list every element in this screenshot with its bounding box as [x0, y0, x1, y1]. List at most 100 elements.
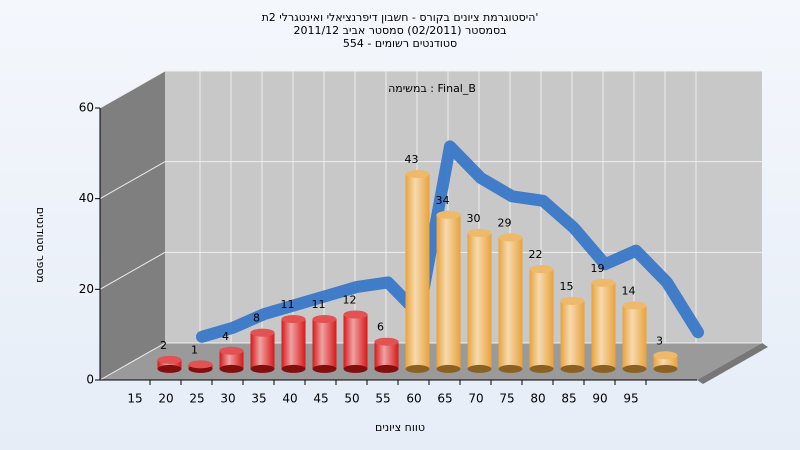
value-label: 29 — [498, 216, 512, 229]
value-label: 3 — [656, 334, 663, 347]
bar-base — [343, 364, 368, 373]
bar — [529, 269, 554, 369]
bar — [250, 332, 275, 369]
x-tick-label: 45 — [313, 392, 328, 406]
bar-top — [343, 310, 368, 319]
bar-base — [529, 364, 554, 373]
x-tick-label: 55 — [375, 392, 390, 406]
x-tick-label: 20 — [158, 392, 173, 406]
grid-line — [99, 251, 166, 290]
bar-top — [560, 296, 585, 305]
bar-base — [560, 364, 585, 373]
bar — [281, 319, 306, 369]
bar — [374, 341, 399, 369]
bar-base — [219, 364, 244, 373]
bar — [405, 173, 430, 369]
bar-top — [405, 169, 430, 178]
bar-top — [281, 315, 306, 324]
bar-base — [250, 364, 275, 373]
x-tick-label: 80 — [530, 392, 545, 406]
bar-base — [622, 364, 647, 373]
annotation: במשימה : Final_B — [388, 82, 476, 95]
value-label: 1 — [191, 343, 198, 356]
value-label: 22 — [529, 248, 543, 261]
bar-base — [281, 364, 306, 373]
x-tick-label: 35 — [251, 392, 266, 406]
bar-top — [436, 210, 461, 219]
chart-title: היסטוגרמת ציונים בקורס - חשבון דיפרנציאל… — [262, 11, 539, 24]
bar-top — [157, 355, 182, 364]
bar — [436, 214, 461, 369]
bar-top — [622, 301, 647, 310]
value-label: 4 — [222, 330, 229, 343]
bar-top — [188, 360, 213, 369]
bar-base — [405, 364, 430, 373]
x-tick-label: 25 — [189, 392, 204, 406]
bar-top — [219, 346, 244, 355]
bar — [157, 359, 182, 369]
value-label: 8 — [253, 312, 260, 325]
bar — [560, 300, 585, 369]
x-tick-label: 15 — [127, 392, 142, 406]
bar — [343, 314, 368, 369]
bar-top — [653, 351, 678, 360]
bar-top — [591, 278, 616, 287]
bar — [622, 305, 647, 369]
x-tick-label: 90 — [592, 392, 607, 406]
curve — [196, 140, 704, 343]
back-wall — [165, 71, 762, 343]
x-tick-label: 60 — [406, 392, 421, 406]
bar-base — [374, 364, 399, 373]
left-wall — [100, 71, 165, 380]
bar — [312, 319, 337, 369]
chart-subtitle: סטודנטים רשומים - 554 — [343, 37, 457, 50]
bar-base — [591, 364, 616, 373]
x-axis-label: טווח ציונים — [375, 421, 425, 434]
x-tick-label: 30 — [220, 392, 235, 406]
y-tick-label: 40 — [79, 191, 94, 205]
x-tick-label: 65 — [437, 392, 452, 406]
chart-subtitle: בסמסטר (02/2011) סמסטר אביב 2011/12 — [293, 24, 506, 37]
bar — [591, 282, 616, 369]
bar-top — [312, 315, 337, 324]
bar — [219, 350, 244, 369]
y-tick-label: 20 — [79, 282, 94, 296]
value-label: 2 — [160, 339, 167, 352]
x-tick-label: 70 — [468, 392, 483, 406]
y-tick-label: 0 — [86, 373, 94, 387]
x-tick-label: 75 — [499, 392, 514, 406]
x-tick-label: 85 — [561, 392, 576, 406]
x-tick-label: 95 — [623, 392, 638, 406]
x-tick-label: 40 — [282, 392, 297, 406]
back-grid — [99, 70, 762, 381]
y-tick-label: 60 — [79, 101, 94, 115]
grid-line — [99, 70, 166, 109]
value-label: 30 — [467, 212, 481, 225]
bar-base — [157, 364, 182, 373]
bar-base — [467, 364, 492, 373]
bar-base — [653, 364, 678, 373]
bar-top — [374, 337, 399, 346]
value-label: 15 — [560, 280, 574, 293]
bar-base — [436, 364, 461, 373]
grid-line — [99, 161, 166, 200]
bar-base — [312, 364, 337, 373]
bar — [467, 232, 492, 369]
bar — [498, 237, 523, 369]
value-label: 19 — [591, 262, 605, 275]
floor-edge — [697, 343, 768, 384]
value-label: 11 — [281, 298, 295, 311]
bar-top — [498, 233, 523, 242]
y-axis-label: מספר סטודנטים — [34, 207, 47, 283]
grid-line — [99, 342, 166, 381]
value-label: 43 — [405, 153, 419, 166]
bar-top — [529, 265, 554, 274]
value-label: 34 — [436, 194, 450, 207]
value-label: 14 — [622, 284, 636, 297]
x-tick-label: 50 — [344, 392, 359, 406]
bar-top — [467, 228, 492, 237]
value-label: 12 — [343, 294, 357, 307]
bar-base — [498, 364, 523, 373]
value-label: 11 — [312, 298, 326, 311]
